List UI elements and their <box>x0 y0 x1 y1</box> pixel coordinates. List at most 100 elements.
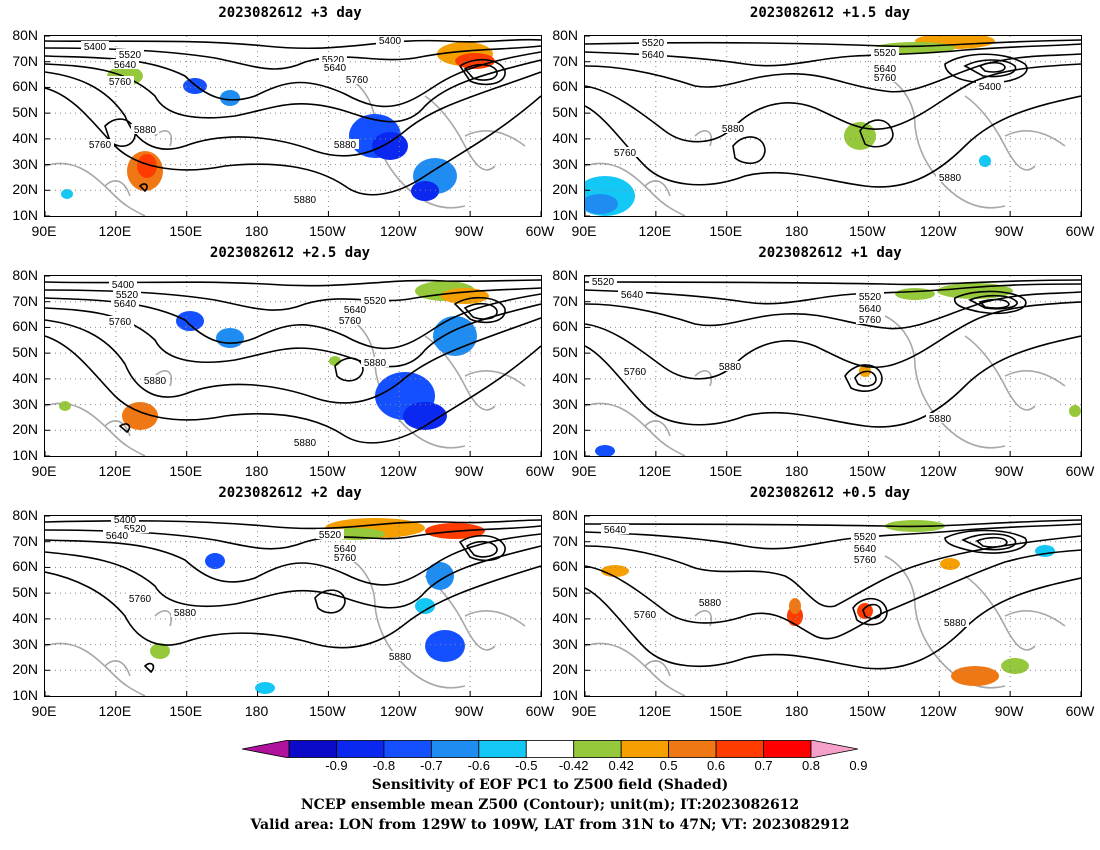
coastline <box>104 420 131 437</box>
latitude-label: 10N <box>552 207 578 223</box>
panel-title: 2023082612 +1.5 day <box>749 5 911 21</box>
colorbar-tick-label: -0.42 <box>558 758 589 773</box>
latitude-label: 10N <box>12 207 38 223</box>
contour-label-background <box>341 304 369 314</box>
contour-label: 5880 <box>939 173 962 184</box>
map-plot-area: 5400 5520 5640 5760 5520 5640 5760 5880 5880 5880 <box>44 275 542 457</box>
longitude-label: 120E <box>98 223 132 239</box>
longitude-label: 150E <box>709 223 743 239</box>
colorbar-tick-label: 0.7 <box>754 758 773 773</box>
contour-label: 5640 <box>114 299 137 310</box>
contour-label-background <box>331 552 359 562</box>
contour-label: 5880 <box>719 362 742 373</box>
contour-label: 5400 <box>84 42 107 53</box>
contour-label: 5880 <box>722 124 745 135</box>
contour-label: 5760 <box>854 555 877 566</box>
contour-label-background <box>111 516 139 524</box>
coastline <box>104 660 131 677</box>
latitude-label: 30N <box>12 395 38 412</box>
latitude-label: 70N <box>12 292 38 309</box>
z500-contour <box>45 38 541 50</box>
contour-label-background <box>871 47 899 57</box>
caption-line-3: Valid area: LON from 129W to 109W, LAT f… <box>250 817 850 833</box>
latitude-label: 60N <box>552 558 578 575</box>
colorbar-tick-label: -0.6 <box>467 758 491 773</box>
contour-label: 5880 <box>364 358 387 369</box>
z500-contour <box>45 545 541 609</box>
map-plot-area: 5400 5520 5640 5760 5880 5400 5520 5640 5760 5880… <box>44 35 542 217</box>
coastline <box>884 75 1006 209</box>
longitude-label: 120W <box>919 463 957 479</box>
colorbar-segment <box>715 740 764 758</box>
longitude-label: 150E <box>169 223 203 239</box>
latitude-label: 80N <box>552 507 578 523</box>
coastline <box>694 130 713 147</box>
contour-label-background <box>291 437 319 447</box>
longitude-label: 60W <box>1065 223 1095 239</box>
coastline <box>644 660 671 677</box>
contour-label-background <box>361 295 389 305</box>
latitude-label: 60N <box>12 558 38 575</box>
contour-label: 5640 <box>604 525 627 536</box>
sensitivity-shading <box>220 90 240 106</box>
coastline <box>464 610 526 627</box>
latitude-label: 40N <box>12 609 38 626</box>
z500-contour <box>45 71 541 157</box>
latitude-label: 70N <box>12 532 38 549</box>
sensitivity-shading <box>411 181 439 201</box>
contour-label: 5400 <box>114 516 137 526</box>
coastline <box>964 575 1036 651</box>
z500-contour <box>453 296 506 324</box>
latitude-label: 10N <box>12 687 38 703</box>
z500-contour <box>585 549 1081 640</box>
sensitivity-shading <box>61 189 73 199</box>
contour-label-background <box>111 59 139 69</box>
contour-label-background <box>871 72 899 82</box>
sensitivity-shading <box>979 155 991 167</box>
z500-contour <box>585 39 1081 48</box>
longitude-label: 180 <box>784 703 809 719</box>
colorbar-segment <box>763 740 812 758</box>
longitude-label: 120W <box>379 223 417 239</box>
z500-contour <box>978 298 1010 309</box>
latitude-label: 50N <box>12 344 38 361</box>
contour-label-background <box>336 315 364 325</box>
map-panel: 2023082612 +1 day 80N 70N 60N 50N 40N 30N 20N 10… <box>540 245 1100 485</box>
coastline <box>154 370 173 387</box>
colorbar-tick-label: -0.9 <box>325 758 348 773</box>
longitude-label: 180 <box>244 703 269 719</box>
longitude-label: 90W <box>994 703 1024 719</box>
latitude-label: 20N <box>552 661 578 678</box>
contour-label-background <box>639 37 667 47</box>
z500-contour <box>458 58 506 86</box>
longitude-label: 150W <box>309 463 346 479</box>
z500-contour <box>45 51 541 108</box>
contour-label-background <box>361 357 389 367</box>
contour-label-background <box>319 54 347 64</box>
contour-label-background <box>81 41 109 51</box>
contour-label-background <box>871 63 899 73</box>
z500-contour <box>585 279 1081 286</box>
map-panel: 2023082612 +2 day 80N 70N 60N 50N 40N 30N 20N 10… <box>0 485 560 725</box>
latitude-label: 70N <box>552 532 578 549</box>
latitude-label: 70N <box>552 292 578 309</box>
z500-contour <box>465 540 498 558</box>
contour-label-background <box>851 554 879 564</box>
contour-label: 5760 <box>859 315 882 326</box>
contour-label-background <box>321 62 349 72</box>
z500-contour <box>585 535 1081 608</box>
coastline <box>154 610 173 627</box>
z500-contour <box>45 335 541 444</box>
contour-label: 5760 <box>614 148 637 159</box>
z500-contour <box>45 565 541 649</box>
longitude-label: 150W <box>849 703 886 719</box>
panel-title: 2023082612 +2 day <box>218 485 362 501</box>
colorbar-segment <box>525 740 575 758</box>
map-plot-area: 5400 5520 5640 5520 5640 5760 5760 5880 5880 <box>44 515 542 697</box>
z500-contour <box>458 534 506 562</box>
z500-contour <box>852 597 888 626</box>
latitude-label: 50N <box>552 584 578 601</box>
sensitivity-shading <box>601 565 629 577</box>
